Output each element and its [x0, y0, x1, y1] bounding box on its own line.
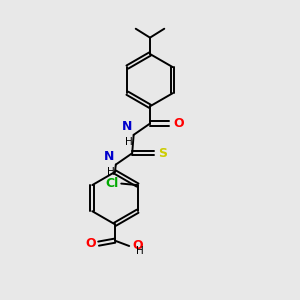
Text: N: N — [122, 120, 132, 133]
Text: O: O — [132, 239, 143, 252]
Text: S: S — [158, 147, 167, 160]
Text: O: O — [173, 117, 184, 130]
Text: H: H — [107, 167, 115, 177]
Text: H: H — [125, 137, 133, 147]
Text: O: O — [85, 237, 96, 250]
Text: H: H — [136, 246, 143, 256]
Text: Cl: Cl — [105, 177, 118, 190]
Text: N: N — [104, 150, 114, 163]
